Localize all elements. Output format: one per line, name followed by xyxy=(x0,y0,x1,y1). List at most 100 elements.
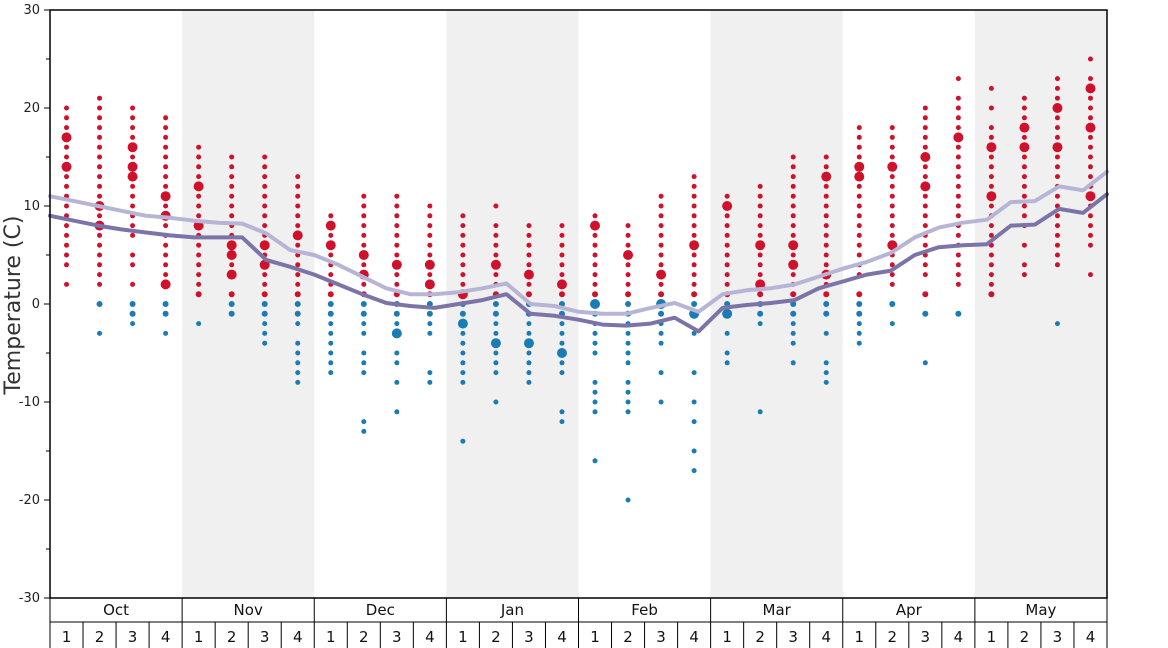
warm-dot xyxy=(292,230,303,241)
warm-dot xyxy=(724,262,730,268)
warm-dot xyxy=(658,232,664,238)
warm-dot xyxy=(623,250,634,260)
warm-dot xyxy=(130,134,136,140)
warm-dot xyxy=(525,291,532,298)
warm-dot xyxy=(358,250,369,260)
warm-dot xyxy=(592,291,599,298)
warm-dot xyxy=(854,171,865,182)
warm-dot xyxy=(691,174,697,180)
warm-dot xyxy=(625,242,631,248)
warm-dot xyxy=(97,193,103,199)
warm-dot xyxy=(889,144,895,150)
cold-dot xyxy=(658,399,664,405)
cold-dot xyxy=(625,301,632,307)
warm-dot xyxy=(658,213,664,219)
warm-dot xyxy=(788,259,799,270)
warm-dot xyxy=(988,272,994,278)
warm-dot xyxy=(427,213,433,219)
warm-dot xyxy=(823,193,829,199)
warm-dot xyxy=(262,213,268,219)
warm-dot xyxy=(97,232,103,238)
cold-dot xyxy=(790,301,797,307)
cold-dot xyxy=(658,310,665,317)
warm-dot xyxy=(130,281,136,287)
y-tick-label: 30 xyxy=(23,3,40,18)
warm-dot xyxy=(1021,262,1027,268)
warm-dot xyxy=(955,174,961,180)
warm-dot xyxy=(656,269,667,280)
week-label: 2 xyxy=(227,628,237,646)
warm-dot xyxy=(922,174,928,180)
warm-dot xyxy=(988,105,994,111)
warm-dot xyxy=(889,183,895,189)
week-label: 2 xyxy=(95,628,105,646)
cold-dot xyxy=(625,399,631,405)
month-band xyxy=(974,10,1107,598)
warm-dot xyxy=(1054,174,1060,180)
month-label: May xyxy=(1025,601,1056,619)
warm-dot xyxy=(391,259,402,270)
warm-dot xyxy=(163,174,169,180)
cold-dot xyxy=(592,458,598,464)
warm-dot xyxy=(97,95,103,101)
warm-dot xyxy=(922,223,928,229)
warm-dot xyxy=(658,242,664,248)
cold-dot xyxy=(228,301,235,307)
warm-dot xyxy=(64,223,70,229)
warm-dot xyxy=(988,232,994,238)
warm-dot xyxy=(523,269,534,280)
cold-dot xyxy=(592,350,598,356)
warm-dot xyxy=(64,232,70,238)
warm-dot xyxy=(361,213,367,219)
warm-dot xyxy=(1087,272,1093,278)
warm-dot xyxy=(526,262,532,268)
cold-dot xyxy=(361,419,367,425)
warm-dot xyxy=(889,223,895,229)
warm-dot xyxy=(229,262,235,268)
cold-dot xyxy=(559,419,565,425)
cold-dot xyxy=(722,308,733,319)
cold-dot xyxy=(427,321,433,327)
warm-dot xyxy=(424,279,435,290)
warm-dot xyxy=(196,252,202,258)
cold-dot xyxy=(889,301,896,307)
warm-dot xyxy=(262,174,268,180)
warm-dot xyxy=(658,223,664,229)
warm-dot xyxy=(625,223,631,229)
warm-dot xyxy=(64,154,70,160)
cold-dot xyxy=(196,321,202,327)
cold-dot xyxy=(625,379,631,385)
warm-dot xyxy=(262,281,268,287)
week-label: 1 xyxy=(722,628,732,646)
warm-dot xyxy=(757,252,763,258)
warm-dot xyxy=(922,213,928,219)
warm-dot xyxy=(955,95,961,101)
warm-dot xyxy=(757,183,763,189)
warm-dot xyxy=(691,252,697,258)
warm-dot xyxy=(559,242,565,248)
cold-dot xyxy=(625,330,631,336)
warm-dot xyxy=(790,272,796,278)
warm-dot xyxy=(130,193,136,199)
cold-dot xyxy=(295,350,301,356)
warm-dot xyxy=(856,232,862,238)
warm-dot xyxy=(920,152,931,162)
cold-dot xyxy=(856,340,862,346)
warm-dot xyxy=(97,281,103,287)
warm-dot xyxy=(790,164,796,170)
week-label: 2 xyxy=(491,628,501,646)
warm-dot xyxy=(1085,191,1096,202)
week-label: 2 xyxy=(623,628,633,646)
cold-dot xyxy=(625,360,631,366)
cold-dot xyxy=(625,350,631,356)
warm-dot xyxy=(790,174,796,180)
cold-dot xyxy=(658,340,664,346)
warm-dot xyxy=(427,252,433,258)
cold-dot xyxy=(361,321,367,327)
warm-dot xyxy=(196,174,202,180)
warm-dot xyxy=(262,203,268,209)
warm-dot xyxy=(889,262,895,268)
y-tick-label: 10 xyxy=(23,199,40,214)
warm-dot xyxy=(295,281,301,287)
warm-dot xyxy=(988,174,994,180)
